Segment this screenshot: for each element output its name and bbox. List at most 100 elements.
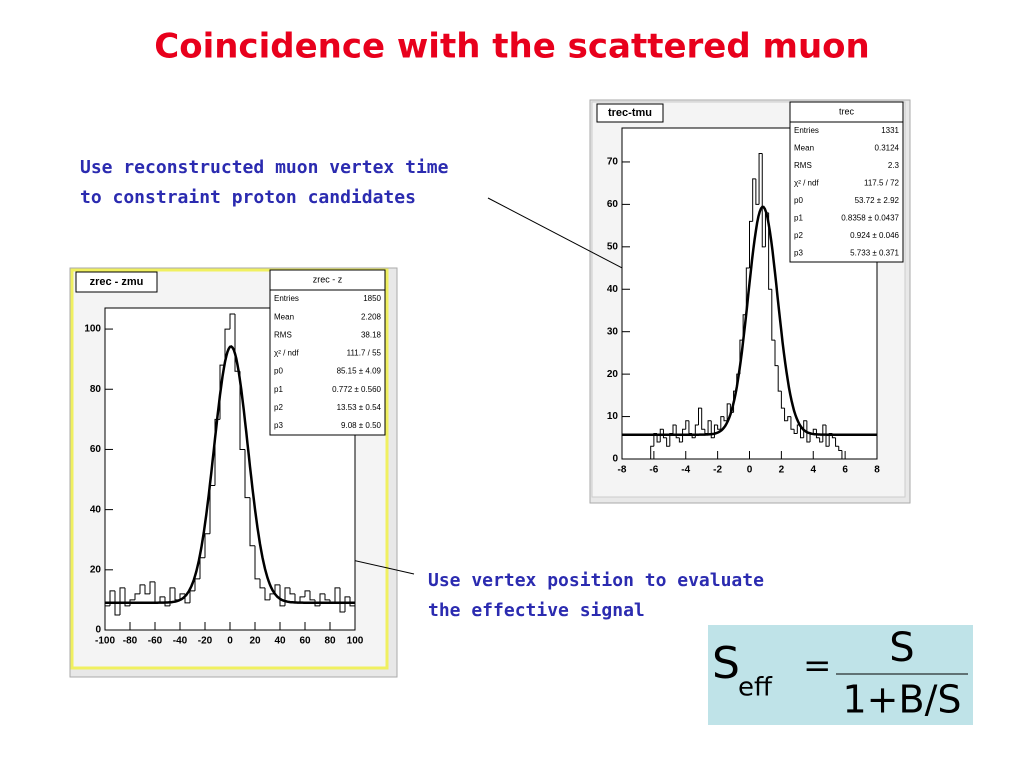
x-tick-label: 100	[347, 636, 364, 647]
histogram-bin	[780, 391, 785, 409]
histogram-bin	[339, 587, 345, 613]
histogram-bin	[771, 289, 775, 341]
histogram-bin	[259, 578, 265, 589]
histogram-bin	[745, 267, 750, 315]
stats-box	[789, 101, 904, 263]
stats-name: p2	[274, 403, 283, 412]
stats-name: p0	[274, 367, 283, 376]
histogram-bin	[812, 428, 817, 434]
stats-value: 0.8358 ± 0.0437	[841, 213, 899, 222]
histogram-bin	[707, 420, 712, 434]
histogram-bin	[289, 587, 295, 595]
stats-name: p1	[794, 213, 803, 222]
histogram-bin	[124, 587, 130, 607]
annotation: Use vertex position to evaluate	[428, 570, 764, 591]
histogram-bin	[204, 533, 210, 558]
y-tick-label: 0	[612, 454, 618, 465]
stats-value: 38.18	[361, 330, 382, 339]
histogram-bin	[761, 153, 766, 248]
histogram-bin	[109, 590, 115, 606]
histogram-bin	[666, 437, 670, 447]
histogram-bin	[701, 408, 705, 430]
histogram-bin	[678, 437, 683, 443]
histogram-bin	[224, 328, 230, 366]
histogram-bin	[149, 581, 155, 594]
stats-title: zrec - z	[313, 274, 343, 284]
stats-name: RMS	[274, 330, 292, 339]
stats-name: Entries	[274, 294, 299, 303]
histogram-bin	[835, 437, 839, 447]
histogram-bin	[264, 587, 270, 601]
histogram-bin	[650, 445, 654, 459]
fit-curve	[105, 345, 355, 604]
stats-name: p3	[274, 421, 283, 430]
formula-relation: =	[803, 646, 832, 686]
y-tick-label: 100	[84, 324, 101, 335]
histogram-bin	[144, 584, 150, 595]
x-tick-label: -40	[173, 636, 188, 647]
x-tick-label: -20	[198, 636, 213, 647]
histogram-bin	[179, 593, 185, 600]
histogram-bin	[698, 407, 702, 426]
histogram-bin	[752, 178, 756, 222]
x-tick-label: 0	[227, 636, 233, 647]
stats-name: p2	[794, 231, 803, 240]
stats-value: 1850	[363, 294, 381, 303]
stats-value: 117.5 / 72	[864, 178, 900, 187]
x-tick-label: 6	[842, 465, 848, 476]
histogram-bin	[768, 212, 772, 290]
histogram-bin	[685, 420, 689, 430]
stats-value: 0.924 ± 0.046	[850, 231, 899, 240]
histogram-bin	[169, 587, 175, 606]
x-tick-label: 40	[274, 636, 286, 647]
y-tick-label: 60	[607, 199, 619, 210]
histogram-bin	[656, 433, 661, 443]
histogram-bin	[249, 497, 255, 547]
histogram-bin	[819, 437, 823, 443]
histogram-bin	[244, 449, 250, 499]
stats-name: p3	[794, 248, 803, 257]
histogram-bin	[825, 425, 830, 447]
formula-numerator: S	[889, 625, 914, 671]
histogram-bin	[720, 416, 724, 430]
histogram-bin	[822, 424, 826, 443]
y-tick-label: 10	[607, 411, 619, 422]
annotation: to constraint proton candidates	[80, 187, 416, 208]
stats-value: 2.208	[361, 312, 382, 321]
stats-value: 53.72 ± 2.92	[855, 196, 900, 205]
histogram-bin	[793, 429, 798, 435]
histogram-bin	[119, 587, 125, 615]
histogram-bin	[815, 429, 820, 439]
stats-value: 0.772 ± 0.560	[332, 385, 381, 394]
hist-title-box	[596, 103, 664, 123]
histogram-bin	[755, 178, 760, 205]
stats-value: 2.3	[888, 161, 900, 170]
stats-name: χ² / ndf	[274, 349, 299, 358]
histogram-bin	[274, 584, 280, 594]
histogram-bin	[723, 416, 728, 422]
stats-box	[269, 269, 386, 436]
y-tick-label: 40	[90, 504, 102, 515]
y-tick-label: 70	[607, 157, 619, 168]
annotation: Use reconstructed muon vertex time	[80, 157, 449, 178]
histogram-bin	[254, 545, 260, 580]
histogram-bin	[790, 416, 795, 430]
x-tick-label: 0	[747, 465, 753, 476]
stats-value: 9.08 ± 0.50	[341, 421, 382, 430]
x-tick-label: -4	[681, 465, 690, 476]
histogram-bin	[777, 365, 782, 392]
x-tick-label: -6	[649, 465, 658, 476]
histogram-bin	[269, 593, 275, 600]
histogram-bin	[662, 429, 667, 439]
histogram-bin	[800, 425, 804, 439]
histogram-bin	[299, 596, 305, 603]
histogram-bin	[841, 450, 846, 460]
hist-title-box	[75, 271, 158, 293]
y-tick-label: 0	[95, 625, 101, 636]
y-tick-label: 30	[607, 326, 619, 337]
y-tick-label: 20	[607, 369, 619, 380]
stats-name: p1	[274, 385, 283, 394]
x-tick-label: -8	[618, 465, 627, 476]
stats-value: 5.733 ± 0.371	[850, 248, 899, 257]
